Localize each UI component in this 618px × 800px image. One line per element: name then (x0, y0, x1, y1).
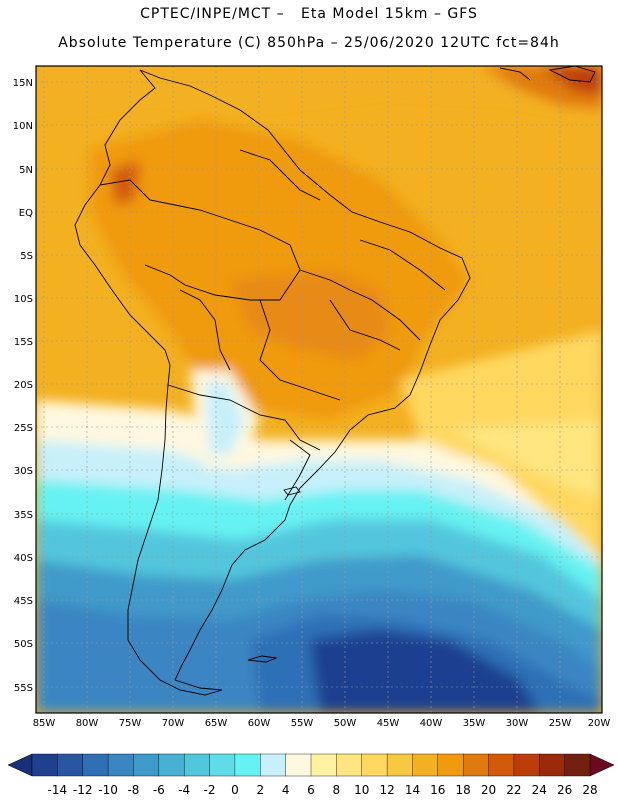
colorbar-label: -6 (153, 783, 165, 797)
colorbar-label: 2 (256, 783, 264, 797)
colorbar-swatch (412, 753, 439, 777)
colorbar-label: -8 (127, 783, 139, 797)
colorbar-label: 24 (532, 783, 547, 797)
latitude-labels: 15N 10N 5N EQ 5S 10S 15S 20S 25S 30S 35S… (13, 78, 33, 694)
colorbar-label: 20 (481, 783, 496, 797)
colorbar-label: 28 (582, 783, 597, 797)
colorbar-swatch (260, 753, 287, 777)
lon-label: 85W (33, 718, 56, 729)
colorbar-high-arrow (589, 753, 615, 777)
lon-label: 40W (420, 718, 443, 729)
colorbar-swatch (234, 753, 261, 777)
lat-label: 5N (19, 165, 33, 176)
colorbar-swatch (336, 753, 363, 777)
colorbar-swatch (564, 753, 591, 777)
colorbar-swatch (183, 753, 211, 777)
lat-label: 55S (14, 683, 33, 694)
colorbar-label: 4 (282, 783, 290, 797)
lat-label: 5S (20, 251, 33, 262)
lon-label: 35W (463, 718, 486, 729)
colorbar-low-arrow (7, 753, 33, 777)
colorbar-swatch (107, 753, 134, 777)
lat-label: 25S (14, 423, 33, 434)
lon-label: 65W (205, 718, 228, 729)
lat-label: 40S (14, 553, 33, 564)
colorbar-swatch (158, 753, 185, 777)
colorbar-swatch (209, 753, 236, 777)
colorbar-swatch (82, 753, 109, 777)
lat-label: 10N (13, 121, 33, 132)
colorbar-label: 26 (557, 783, 572, 797)
lat-label: 45S (14, 596, 33, 607)
lat-label: 50S (14, 639, 33, 650)
colorbar-label: 18 (456, 783, 471, 797)
lat-label: 15S (14, 337, 33, 348)
colorbar-swatch (437, 753, 464, 777)
colorbar-label: -10 (98, 783, 118, 797)
title-line-2: Absolute Temperature (C) 850hPa – 25/06/… (58, 35, 560, 51)
colorbar-label: 0 (231, 783, 239, 797)
graticule (36, 66, 602, 713)
colorbar-swatch (31, 753, 58, 777)
colorbar-label: -4 (178, 783, 190, 797)
colorbar-swatch (57, 753, 84, 777)
lon-label: 55W (291, 718, 314, 729)
colorbar-swatch (361, 753, 388, 777)
colorbar-label: 6 (307, 783, 315, 797)
lon-label: 70W (162, 718, 185, 729)
lon-label: 50W (334, 718, 357, 729)
colorbar-swatch (386, 753, 413, 777)
coastlines (74, 66, 596, 696)
lon-label: 75W (119, 718, 142, 729)
lat-label: 20S (14, 380, 33, 391)
lon-label: 45W (377, 718, 400, 729)
map-frame (35, 65, 603, 714)
colorbar-swatch (133, 753, 160, 777)
lon-label: 20W (588, 718, 611, 729)
lat-label: 35S (14, 510, 33, 521)
colorbar-swatch (513, 753, 540, 777)
lat-label: 30S (14, 466, 33, 477)
colorbar-label: -12 (73, 783, 93, 797)
colorbar-swatch (285, 753, 312, 777)
title-line-1: CPTEC/INPE/MCT – Eta Model 15km – GFS (140, 6, 478, 22)
lat-label: 15N (13, 78, 33, 89)
longitude-labels: 85W 80W 75W 70W 65W 60W 55W 50W 45W 40W … (33, 718, 611, 729)
colorbar-swatch (488, 753, 515, 777)
temperature-field (36, 66, 602, 713)
colorbar-label: -14 (48, 783, 68, 797)
colorbar-label: 22 (506, 783, 521, 797)
colorbar-swatch (539, 753, 566, 777)
lon-label: 30W (506, 718, 529, 729)
lon-label: 60W (248, 718, 271, 729)
colorbar-label: 16 (430, 783, 445, 797)
colorbar-label: -2 (204, 783, 216, 797)
colorbar-swatch (462, 753, 490, 777)
lon-label: 25W (549, 718, 572, 729)
lat-label: 10S (14, 294, 33, 305)
colorbar-label: 8 (333, 783, 341, 797)
colorbar-swatch (310, 753, 337, 777)
lat-label: EQ (19, 208, 33, 219)
colorbar: -14 -12 -10 -8 -6 -4 -2 0 2 4 6 8 10 12 14 16 18 20 22 24 26… (7, 753, 615, 797)
colorbar-label: 10 (354, 783, 369, 797)
colorbar-label: 14 (405, 783, 420, 797)
lon-label: 80W (76, 718, 99, 729)
colorbar-label: 12 (379, 783, 394, 797)
